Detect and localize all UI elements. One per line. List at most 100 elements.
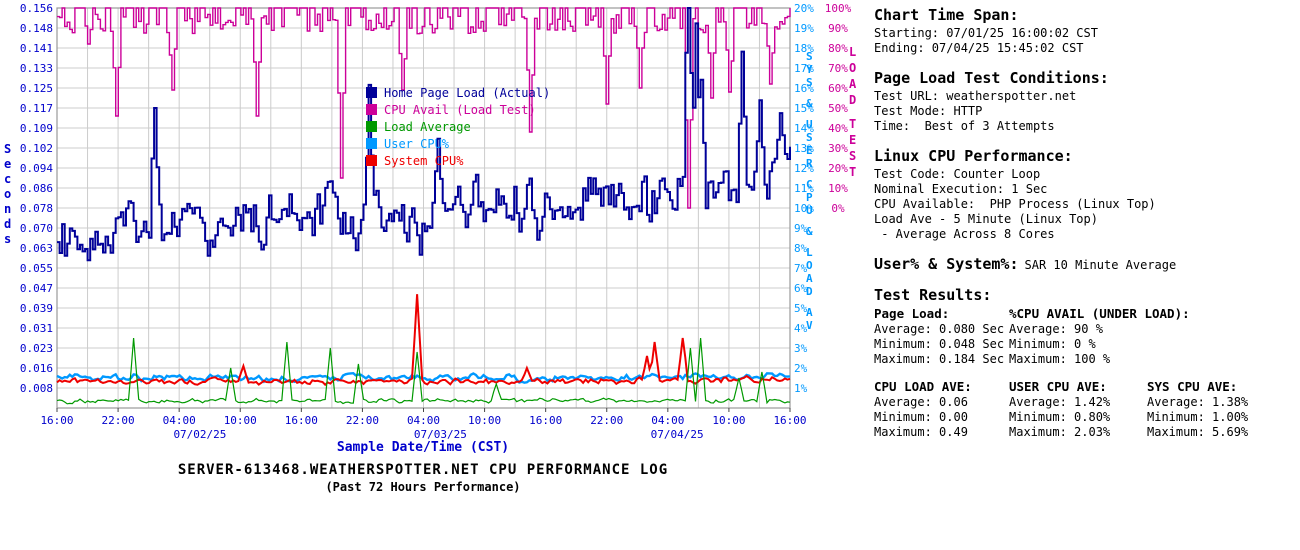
- y-right-load-tick: 20%: [828, 162, 848, 175]
- section-title: Linux CPU Performance:: [874, 147, 1073, 165]
- section-page-load-conditions: Page Load Test Conditions: Test URL: wea…: [874, 69, 1298, 134]
- y-right-load-tick: 100%: [825, 2, 852, 15]
- axis-title-letter: e: [4, 157, 12, 171]
- series-load-average: [56, 337, 791, 405]
- x-tick-label: 04:00: [651, 414, 684, 427]
- y-left-tick: 0.109: [20, 122, 53, 135]
- y-right-cpu-tick: 17%: [794, 62, 814, 75]
- axis-title-letter: T: [849, 117, 857, 131]
- x-tick-label: 10:00: [468, 414, 501, 427]
- y-right-load-tick: 40%: [828, 122, 848, 135]
- y-right-cpu-tick: 11%: [794, 182, 814, 195]
- stat-row: Maximum: 100 %: [1009, 352, 1111, 366]
- axis-title-letter: n: [4, 202, 12, 216]
- y-left-tick: 0.070: [20, 222, 53, 235]
- axis-title-letter: &: [806, 225, 813, 238]
- y-right-load-tick: 0%: [831, 202, 845, 215]
- x-tick-label: 22:00: [346, 414, 379, 427]
- x-date-label: 07/02/25: [173, 428, 226, 441]
- stat-row: Maximum: 0.49: [874, 425, 968, 439]
- y-left-tick: 0.016: [20, 362, 53, 375]
- y-left-tick: 0.102: [20, 142, 53, 155]
- stat-row: Minimum: 0 %: [1009, 337, 1096, 351]
- result-group-title: Page Load:: [874, 306, 950, 321]
- stat-row: Maximum: 2.03%: [1009, 425, 1111, 439]
- y-right-cpu-tick: 4%: [794, 322, 808, 335]
- stat-row: Maximum: 0.184 Sec: [874, 352, 1005, 366]
- result-group-title: SYS CPU AVE:: [1147, 379, 1238, 394]
- legend-label: System CPU%: [384, 153, 464, 168]
- y-left-tick: 0.031: [20, 322, 53, 335]
- y-right-cpu-tick: 7%: [794, 262, 808, 275]
- y-left-tick: 0.039: [20, 302, 53, 315]
- series-user-cpu: [56, 371, 791, 384]
- y-left-tick: 0.094: [20, 162, 53, 175]
- section-user-system: User% & System%: SAR 10 Minute Average: [874, 255, 1298, 273]
- stat-row: Minimum: 0.80%: [1009, 410, 1111, 424]
- axis-title-letter: O: [806, 259, 813, 272]
- y-right-cpu-tick: 5%: [794, 302, 808, 315]
- result-group-title: %CPU AVAIL (UNDER LOAD):: [1009, 306, 1190, 321]
- axis-title-letter: L: [849, 45, 857, 59]
- result-group-cpu-load: CPU LOAD AVE: Average: 0.06 Minimum: 0.0…: [874, 379, 1009, 440]
- axis-title-letter: C: [806, 178, 813, 191]
- y-right-cpu-tick: 18%: [794, 42, 814, 55]
- legend-swatch-icon: [366, 104, 377, 115]
- axis-title-letter: L: [806, 246, 813, 259]
- results-row-2: CPU LOAD AVE: Average: 0.06 Minimum: 0.0…: [874, 379, 1298, 440]
- chart-title: SERVER-613468.WEATHERSPOTTER.NET CPU PER…: [177, 462, 669, 478]
- axis-title-letter: S: [4, 142, 12, 156]
- legend-swatch-icon: [366, 87, 377, 98]
- y-right-load-tick: 80%: [828, 42, 848, 55]
- axis-title-letter: Y: [806, 63, 813, 76]
- y-right-cpu-tick: 8%: [794, 242, 808, 255]
- section-title: Test Results:: [874, 286, 992, 304]
- y-right-cpu-tick: 10%: [794, 202, 814, 215]
- section-title: Chart Time Span:: [874, 6, 1019, 24]
- axis-title-letter: A: [806, 272, 813, 285]
- y-right-load-tick: 60%: [828, 82, 848, 95]
- time-span-ending: Ending: 07/04/25 15:45:02 CST: [874, 41, 1084, 55]
- y-left-tick: 0.117: [20, 102, 53, 115]
- y-right-load-tick: 70%: [828, 62, 848, 75]
- x-date-label: 07/03/25: [414, 428, 467, 441]
- y-right-cpu-tick: 14%: [794, 122, 814, 135]
- y-right-load-tick: 50%: [828, 102, 848, 115]
- chart-legend: Home Page Load (Actual) CPU Avail (Load T…: [366, 84, 550, 169]
- x-tick-label: 16:00: [529, 414, 562, 427]
- axis-title-letter: S: [806, 76, 813, 89]
- test-url: Test URL: weatherspotter.net: [874, 89, 1077, 103]
- axis-title-letter: T: [849, 165, 857, 179]
- axis-title-letter: O: [849, 61, 857, 75]
- x-date-label: 07/04/25: [651, 428, 704, 441]
- x-tick-label: 04:00: [407, 414, 440, 427]
- section-linux-cpu: Linux CPU Performance: Test Code: Counte…: [874, 147, 1298, 242]
- legend-item-user-cpu: User CPU%: [366, 135, 550, 152]
- y-right-cpu-tick: 12%: [794, 162, 814, 175]
- y-right-load-tick: 30%: [828, 142, 848, 155]
- x-tick-label: 16:00: [773, 414, 806, 427]
- y-right-cpu-tick: 15%: [794, 102, 814, 115]
- chart-subtitle: (Past 72 Hours Performance): [325, 480, 521, 494]
- series-system-cpu: [56, 294, 791, 387]
- stat-row: Average: 1.42%: [1009, 395, 1111, 409]
- y-right-load-tick: 90%: [828, 22, 848, 35]
- axis-title-letter: S: [849, 149, 857, 163]
- test-time: Time: Best of 3 Attempts: [874, 119, 1055, 133]
- y-axis-title-cpu-load: S Y S & U S E R C P U & L O A D A V: [806, 50, 813, 332]
- legend-item-system-cpu: System CPU%: [366, 152, 550, 169]
- legend-label: Home Page Load (Actual): [384, 85, 551, 100]
- y-left-tick: 0.078: [20, 202, 53, 215]
- y-left-tick: 0.156: [20, 2, 53, 15]
- axis-title-letter: A: [849, 77, 857, 91]
- y-right-cpu-tick: 2%: [794, 362, 808, 375]
- axis-title-letter: A: [806, 306, 813, 319]
- y-left-tick: 0.133: [20, 62, 53, 75]
- x-tick-label: 10:00: [224, 414, 257, 427]
- y-left-tick: 0.125: [20, 82, 53, 95]
- result-group-user-cpu: USER CPU AVE: Average: 1.42% Minimum: 0.…: [1009, 379, 1147, 440]
- axis-title-letter: E: [806, 144, 813, 157]
- info-panel: Chart Time Span: Starting: 07/01/25 16:0…: [874, 6, 1298, 453]
